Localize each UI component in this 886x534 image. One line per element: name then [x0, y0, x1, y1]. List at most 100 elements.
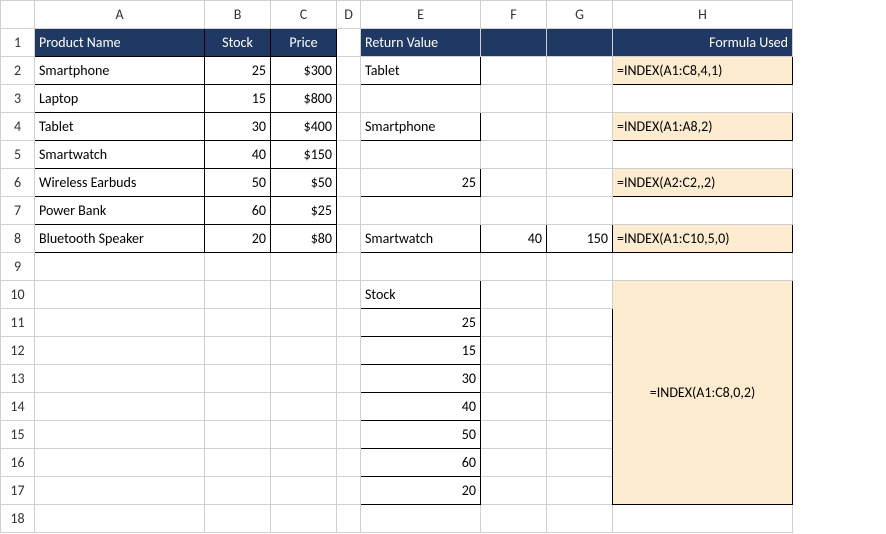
cell-F2[interactable] — [481, 57, 547, 85]
rowhdr-3[interactable]: 3 — [1, 85, 35, 113]
cell-E18[interactable] — [361, 505, 481, 533]
cell-C7[interactable]: $25 — [271, 197, 337, 225]
cell-B12[interactable] — [205, 337, 271, 365]
cell-F18[interactable] — [481, 505, 547, 533]
cell-G17[interactable] — [547, 477, 613, 505]
cell-D14[interactable] — [337, 393, 361, 421]
rowhdr-6[interactable]: 6 — [1, 169, 35, 197]
rowhdr-2[interactable]: 2 — [1, 57, 35, 85]
cell-A10[interactable] — [35, 281, 205, 309]
cell-H18[interactable] — [613, 505, 793, 533]
cell-C3[interactable]: $800 — [271, 85, 337, 113]
cell-E6[interactable]: 25 — [361, 169, 481, 197]
cell-D13[interactable] — [337, 365, 361, 393]
cell-C8[interactable]: $80 — [271, 225, 337, 253]
cell-D6[interactable] — [337, 169, 361, 197]
cell-G7[interactable] — [547, 197, 613, 225]
cell-B2[interactable]: 25 — [205, 57, 271, 85]
cell-B3[interactable]: 15 — [205, 85, 271, 113]
rowhdr-8[interactable]: 8 — [1, 225, 35, 253]
cell-F8[interactable]: 40 — [481, 225, 547, 253]
cell-G2[interactable] — [547, 57, 613, 85]
cell-D11[interactable] — [337, 309, 361, 337]
cell-B5[interactable]: 40 — [205, 141, 271, 169]
cell-B16[interactable] — [205, 449, 271, 477]
cell-B9[interactable] — [205, 253, 271, 281]
cell-H2[interactable]: =INDEX(A1:C8,4,1) — [613, 57, 793, 85]
cell-B8[interactable]: 20 — [205, 225, 271, 253]
cell-G1[interactable] — [547, 29, 613, 57]
cell-G10[interactable] — [547, 281, 613, 309]
colhdr-G[interactable]: G — [547, 1, 613, 29]
cell-G11[interactable] — [547, 309, 613, 337]
cell-D12[interactable] — [337, 337, 361, 365]
cell-F4[interactable] — [481, 113, 547, 141]
cell-B4[interactable]: 30 — [205, 113, 271, 141]
cell-C5[interactable]: $150 — [271, 141, 337, 169]
rowhdr-14[interactable]: 14 — [1, 393, 35, 421]
cell-G13[interactable] — [547, 365, 613, 393]
rowhdr-5[interactable]: 5 — [1, 141, 35, 169]
cell-C9[interactable] — [271, 253, 337, 281]
cell-C13[interactable] — [271, 365, 337, 393]
rowhdr-10[interactable]: 10 — [1, 281, 35, 309]
rowhdr-7[interactable]: 7 — [1, 197, 35, 225]
cell-G6[interactable] — [547, 169, 613, 197]
cell-G14[interactable] — [547, 393, 613, 421]
cell-H10-merged[interactable]: =INDEX(A1:C8,0,2) — [613, 281, 793, 505]
cell-A8[interactable]: Bluetooth Speaker — [35, 225, 205, 253]
cell-D2[interactable] — [337, 57, 361, 85]
cell-G12[interactable] — [547, 337, 613, 365]
cell-C17[interactable] — [271, 477, 337, 505]
cell-A9[interactable] — [35, 253, 205, 281]
cell-G16[interactable] — [547, 449, 613, 477]
cell-H7[interactable] — [613, 197, 793, 225]
cell-A11[interactable] — [35, 309, 205, 337]
cell-D10[interactable] — [337, 281, 361, 309]
cell-A14[interactable] — [35, 393, 205, 421]
cell-E14[interactable]: 40 — [361, 393, 481, 421]
cell-A7[interactable]: Power Bank — [35, 197, 205, 225]
colhdr-H[interactable]: H — [613, 1, 793, 29]
cell-F17[interactable] — [481, 477, 547, 505]
cell-E5[interactable] — [361, 141, 481, 169]
cell-H4[interactable]: =INDEX(A1:A8,2) — [613, 113, 793, 141]
cell-D8[interactable] — [337, 225, 361, 253]
cell-A4[interactable]: Tablet — [35, 113, 205, 141]
cell-A13[interactable] — [35, 365, 205, 393]
rowhdr-11[interactable]: 11 — [1, 309, 35, 337]
cell-D9[interactable] — [337, 253, 361, 281]
rowhdr-15[interactable]: 15 — [1, 421, 35, 449]
cell-D3[interactable] — [337, 85, 361, 113]
cell-A16[interactable] — [35, 449, 205, 477]
cell-C11[interactable] — [271, 309, 337, 337]
corner-cell[interactable] — [1, 1, 35, 29]
cell-B15[interactable] — [205, 421, 271, 449]
cell-B7[interactable]: 60 — [205, 197, 271, 225]
cell-E12[interactable]: 15 — [361, 337, 481, 365]
cell-A1[interactable]: Product Name — [35, 29, 205, 57]
cell-D7[interactable] — [337, 197, 361, 225]
rowhdr-9[interactable]: 9 — [1, 253, 35, 281]
cell-C4[interactable]: $400 — [271, 113, 337, 141]
cell-F1[interactable] — [481, 29, 547, 57]
cell-A5[interactable]: Smartwatch — [35, 141, 205, 169]
colhdr-A[interactable]: A — [35, 1, 205, 29]
cell-F3[interactable] — [481, 85, 547, 113]
cell-A2[interactable]: Smartphone — [35, 57, 205, 85]
cell-F6[interactable] — [481, 169, 547, 197]
colhdr-D[interactable]: D — [337, 1, 361, 29]
cell-E11[interactable]: 25 — [361, 309, 481, 337]
cell-H1[interactable]: Formula Used — [613, 29, 793, 57]
rowhdr-12[interactable]: 12 — [1, 337, 35, 365]
cell-E3[interactable] — [361, 85, 481, 113]
rowhdr-16[interactable]: 16 — [1, 449, 35, 477]
cell-E17[interactable]: 20 — [361, 477, 481, 505]
cell-D1[interactable] — [337, 29, 361, 57]
cell-E8[interactable]: Smartwatch — [361, 225, 481, 253]
cell-B18[interactable] — [205, 505, 271, 533]
cell-A18[interactable] — [35, 505, 205, 533]
cell-H3[interactable] — [613, 85, 793, 113]
colhdr-F[interactable]: F — [481, 1, 547, 29]
cell-F13[interactable] — [481, 365, 547, 393]
